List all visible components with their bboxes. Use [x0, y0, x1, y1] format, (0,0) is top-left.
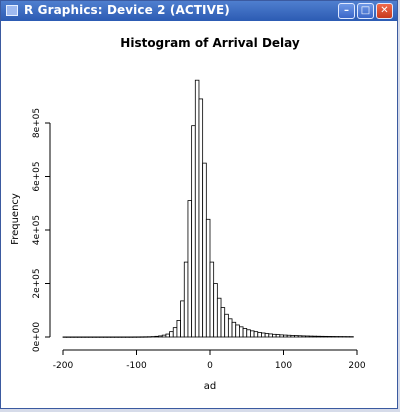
histogram-bar [159, 336, 163, 337]
chart-title: Histogram of Arrival Delay [120, 36, 300, 50]
close-icon: ✕ [380, 5, 388, 16]
x-axis: -200 -100 0 100 200 [53, 350, 366, 371]
minimize-button[interactable]: – [338, 3, 355, 19]
x-axis-label: ad [204, 381, 216, 392]
histogram-bar [214, 284, 218, 338]
histogram-bar [210, 262, 214, 337]
histogram-bars [63, 80, 353, 337]
histogram-bar [320, 336, 324, 337]
x-tick-label: -100 [126, 361, 147, 371]
y-tick-label: 0e+00 [32, 322, 42, 353]
histogram-bar [243, 328, 247, 337]
histogram-bar [247, 330, 251, 337]
histogram-bar [331, 336, 335, 337]
histogram-bar [291, 335, 295, 337]
y-axis-label: Frequency [10, 193, 21, 245]
histogram-bar [217, 298, 221, 337]
histogram-bar [261, 333, 265, 337]
histogram-bar [280, 335, 284, 337]
histogram-bar [236, 325, 240, 337]
histogram-bar [173, 328, 177, 337]
close-button[interactable]: ✕ [376, 3, 393, 19]
histogram-bar [269, 334, 273, 337]
x-tick-label: 100 [275, 361, 292, 371]
histogram-bar [221, 308, 225, 337]
histogram-bar [188, 201, 192, 337]
histogram-bar [324, 336, 328, 337]
x-tick-label: -200 [53, 361, 74, 371]
histogram-bar [192, 126, 196, 337]
histogram-bar [272, 334, 276, 337]
histogram-bar [177, 320, 181, 337]
plot-area: Histogram of Arrival Delay ad Frequency … [1, 21, 397, 408]
histogram-bar [265, 334, 269, 337]
maximize-button[interactable]: □ [357, 3, 374, 19]
x-tick-label: 200 [348, 361, 365, 371]
histogram-bar [155, 336, 159, 337]
histogram-bar [166, 334, 170, 337]
histogram-bar [170, 332, 174, 337]
histogram-bar [232, 322, 236, 337]
histogram-bar [295, 336, 299, 337]
window-title: R Graphics: Device 2 (ACTIVE) [24, 3, 230, 17]
histogram-bar [162, 335, 166, 337]
histogram-bar [184, 262, 188, 337]
histogram-bar [239, 327, 243, 337]
histogram-bar [181, 301, 185, 337]
y-tick-label: 6e+05 [32, 161, 42, 191]
window-icon [6, 5, 18, 16]
title-bar[interactable]: R Graphics: Device 2 (ACTIVE) – □ ✕ [1, 1, 397, 21]
y-axis: 0e+00 2e+05 4e+05 6e+05 8e+05 [32, 108, 50, 352]
histogram-bar [195, 80, 199, 337]
histogram-bar [313, 336, 317, 337]
histogram-bar [284, 335, 288, 337]
histogram-bar [258, 332, 262, 337]
histogram-bar [206, 219, 210, 337]
histogram-bar [254, 332, 258, 337]
histogram-chart: Histogram of Arrival Delay ad Frequency … [1, 21, 397, 408]
minimize-icon: – [344, 5, 349, 16]
histogram-bar [302, 336, 306, 337]
maximize-icon: □ [361, 5, 370, 16]
histogram-bar [287, 335, 291, 337]
histogram-bar [228, 319, 232, 337]
histogram-bar [225, 314, 229, 337]
histogram-bar [250, 331, 254, 337]
histogram-bar [199, 99, 203, 337]
histogram-bar [309, 336, 313, 337]
y-tick-label: 8e+05 [32, 108, 42, 138]
histogram-bar [328, 336, 332, 337]
histogram-bar [306, 336, 310, 337]
x-tick-label: 0 [207, 361, 213, 371]
histogram-bar [317, 336, 321, 337]
y-tick-label: 2e+05 [32, 268, 42, 298]
y-tick-label: 4e+05 [32, 215, 42, 245]
histogram-bar [203, 163, 207, 337]
histogram-bar [298, 336, 302, 337]
histogram-bar [276, 335, 280, 337]
